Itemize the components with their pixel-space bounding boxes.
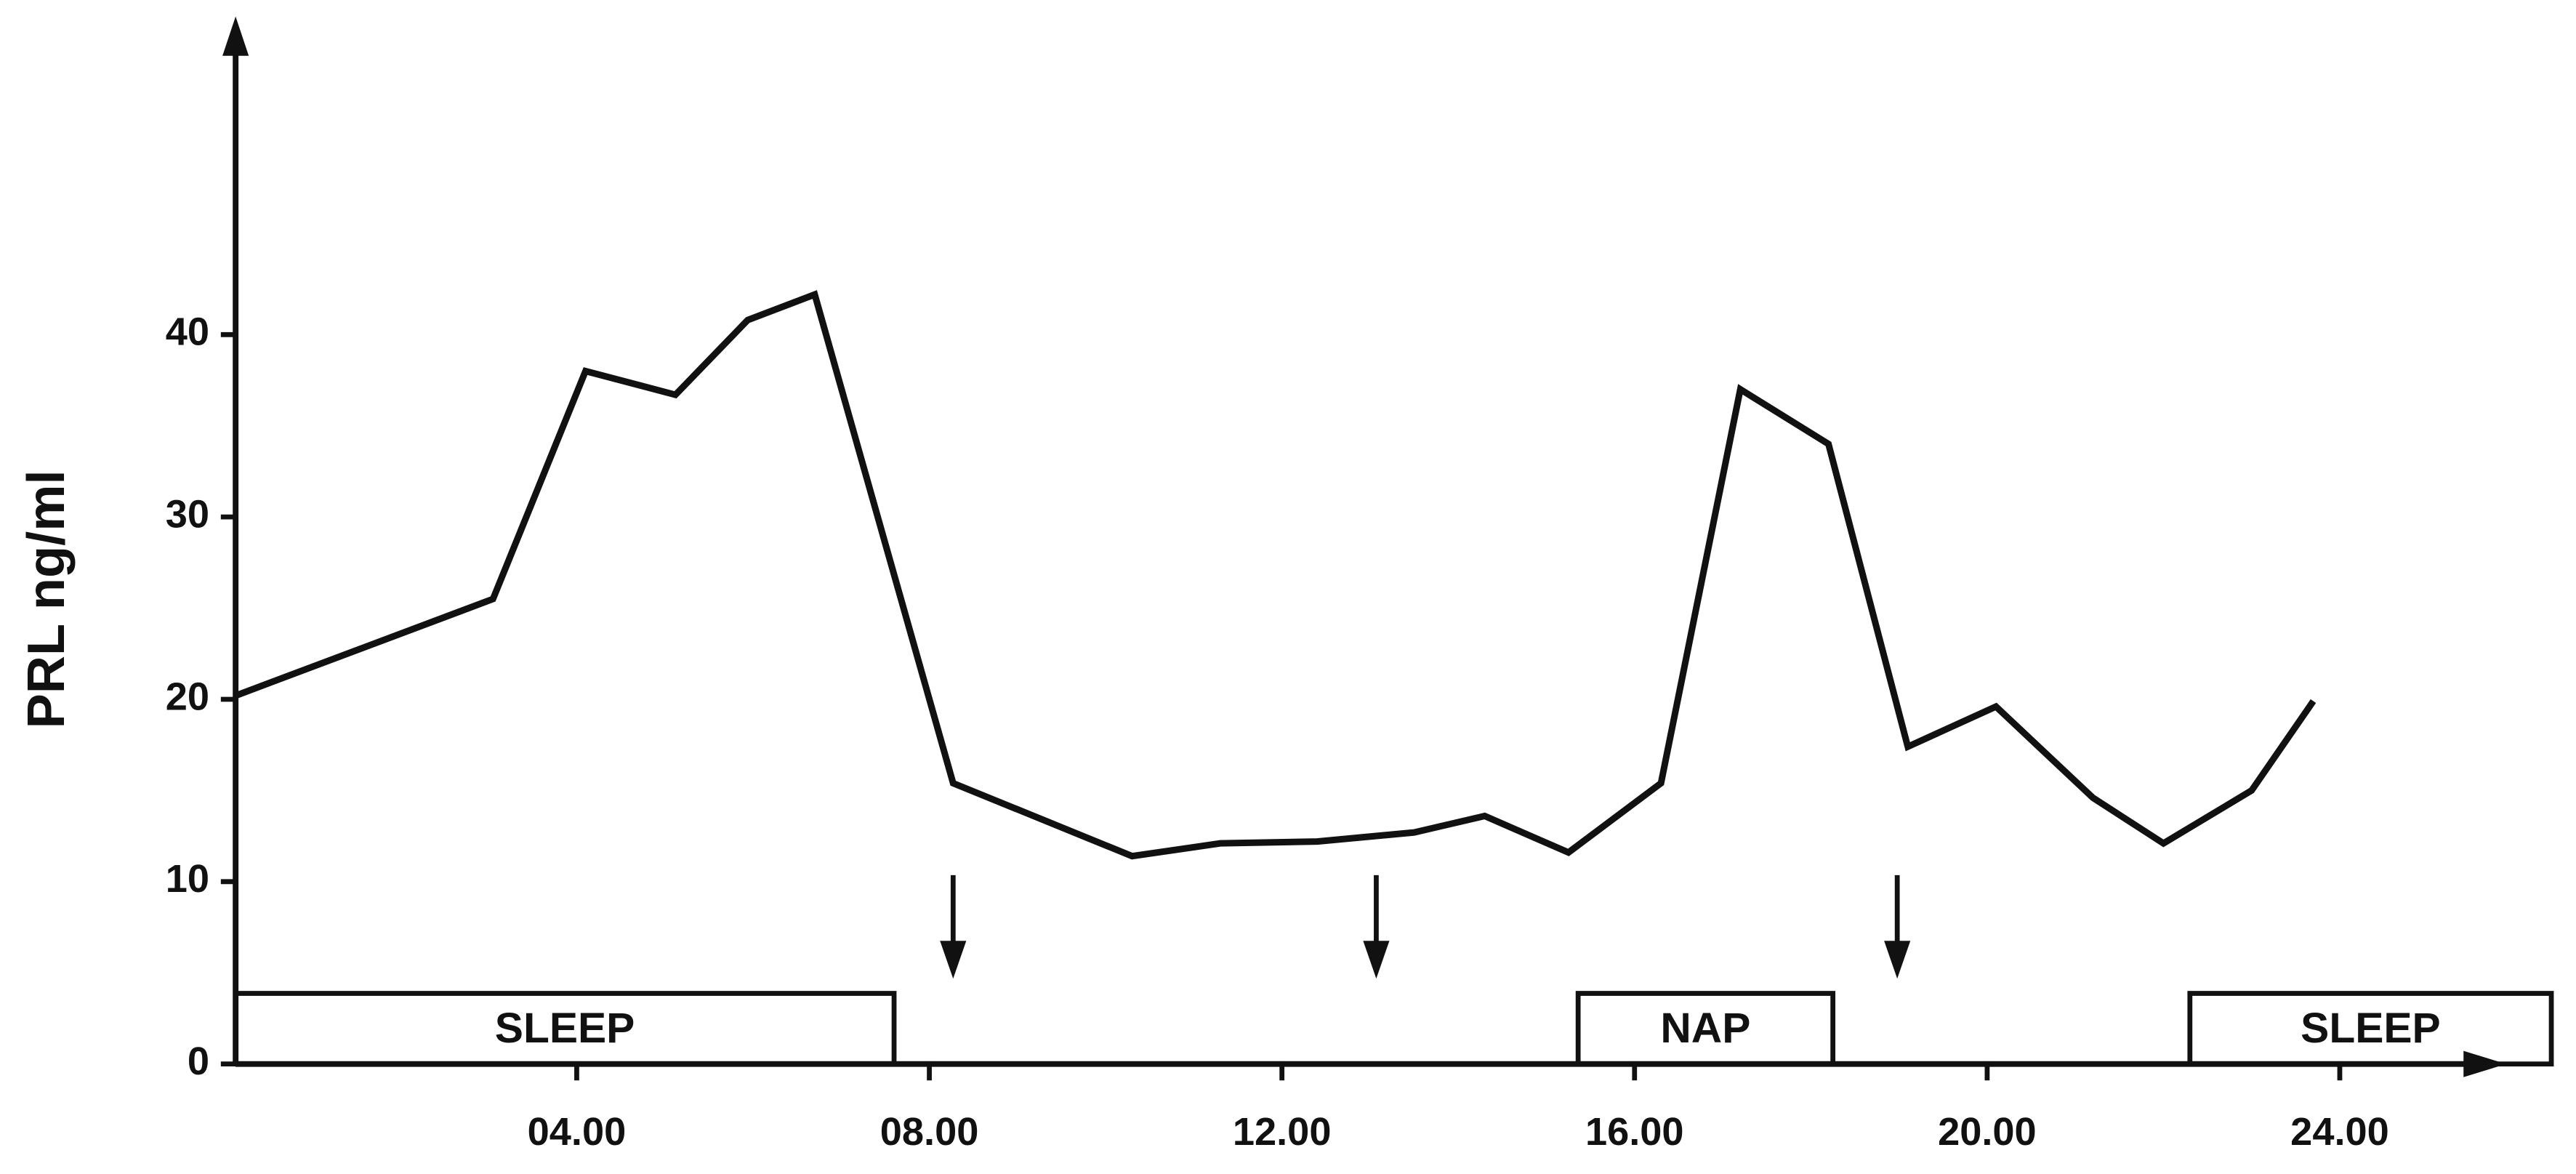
y-axis-label: PRL ng/ml (17, 470, 76, 728)
x-tick-label: 16.00 (1585, 1110, 1684, 1154)
y-tick-label: 10 (166, 857, 209, 901)
band-label: NAP (1660, 1005, 1750, 1052)
band-label: SLEEP (2301, 1005, 2441, 1052)
event-arrow-head (1363, 941, 1390, 979)
x-tick-label: 08.00 (880, 1110, 979, 1154)
event-arrow-head (940, 941, 967, 979)
y-tick-label: 40 (166, 310, 209, 354)
band-label: SLEEP (495, 1005, 635, 1052)
x-tick-label: 04.00 (528, 1110, 627, 1154)
x-tick-label: 20.00 (1938, 1110, 2037, 1154)
y-axis-arrow (222, 16, 249, 56)
y-tick-label: 20 (166, 675, 209, 718)
data-line (234, 290, 2317, 860)
x-tick-label: 12.00 (1233, 1110, 1332, 1154)
x-tick-label: 24.00 (2290, 1110, 2389, 1154)
x-axis-arrow (2463, 1050, 2506, 1077)
y-tick-label: 0 (188, 1040, 209, 1083)
y-tick-label: 30 (166, 492, 209, 536)
event-arrow-head (1884, 941, 1911, 979)
